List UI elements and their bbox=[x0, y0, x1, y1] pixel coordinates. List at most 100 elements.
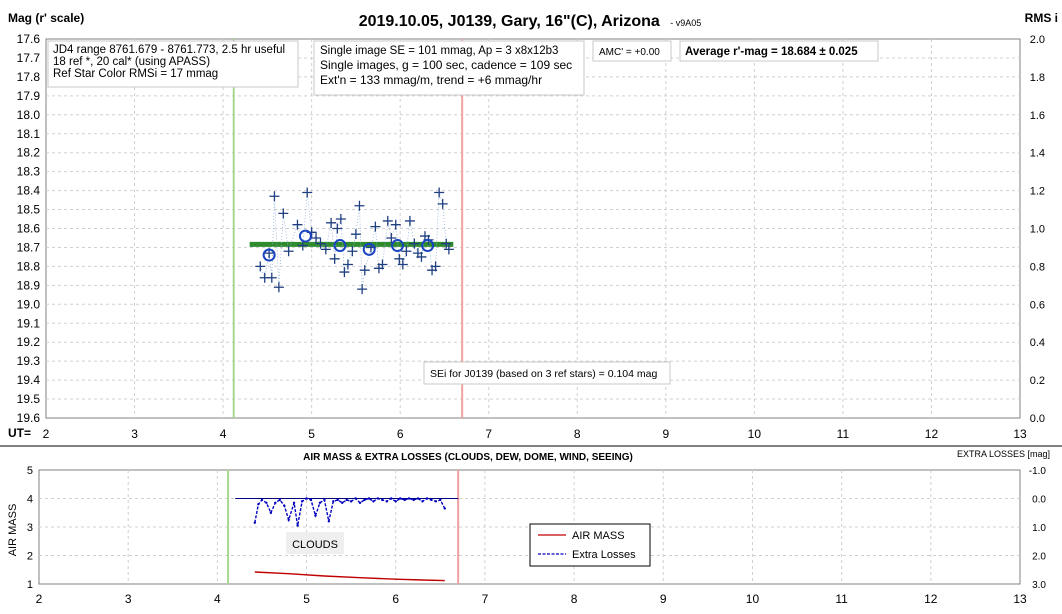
y-tick-label: 18.6 bbox=[17, 222, 41, 236]
y-tick-label: 18.1 bbox=[17, 127, 41, 141]
x-tick-label: 4 bbox=[214, 592, 221, 606]
air-mass-line bbox=[254, 571, 445, 582]
y2-tick-label: -1.0 bbox=[1029, 466, 1047, 477]
x-axis-label: UT= bbox=[8, 426, 31, 440]
single-image-point bbox=[329, 253, 340, 264]
extra-losses-point bbox=[265, 501, 268, 504]
y2-tick-label: 0.6 bbox=[1030, 299, 1045, 311]
info-line: Single image SE = 101 mmag, Ap = 3 x8x12… bbox=[320, 45, 558, 57]
y2-tick-label: 0.0 bbox=[1030, 413, 1045, 425]
single-image-point bbox=[335, 214, 346, 225]
extra-losses-point bbox=[296, 524, 299, 527]
y-tick-label: 18.0 bbox=[17, 108, 41, 122]
air-mass-chart-title: AIR MASS & EXTRA LOSSES (CLOUDS, DEW, DO… bbox=[303, 452, 633, 463]
extra-losses-point bbox=[390, 497, 393, 500]
x-tick-label: 12 bbox=[925, 427, 939, 441]
group-average-point bbox=[391, 239, 405, 253]
y-tick-label: 17.6 bbox=[17, 32, 41, 46]
extra-losses-point bbox=[372, 500, 375, 503]
sei-frame bbox=[423, 361, 671, 385]
single-image-point bbox=[292, 219, 303, 230]
y-tick-label: 19.4 bbox=[17, 373, 41, 387]
x-tick-label: 3 bbox=[131, 427, 138, 441]
y-tick-label: 19.2 bbox=[17, 335, 41, 349]
x-tick-label: 8 bbox=[574, 427, 581, 441]
single-image-point bbox=[397, 259, 408, 270]
average-frame bbox=[679, 40, 879, 62]
single-image-point bbox=[320, 244, 331, 255]
y-tick-label: 2 bbox=[27, 551, 33, 563]
y2-tick-label: 0.0 bbox=[1032, 495, 1046, 506]
y-tick-label: 17.8 bbox=[17, 70, 41, 84]
y2-tick-label: 1.0 bbox=[1030, 224, 1045, 236]
extra-losses-point bbox=[305, 497, 308, 500]
extra-losses-axis-label: EXTRA LOSSES [mag] bbox=[957, 449, 1050, 459]
y-tick-label: 18.9 bbox=[17, 278, 41, 292]
info-box-images: Single image SE = 101 mmag, Ap = 3 x8x12… bbox=[313, 40, 585, 96]
y-tick-label: 17.7 bbox=[17, 51, 41, 65]
group-average-point bbox=[421, 239, 435, 253]
info-line: Ext'n = 133 mmag/m, trend = +6 mmag/hr bbox=[320, 73, 542, 87]
single-image-point bbox=[357, 284, 368, 295]
y2-axis-label: RMS i bbox=[1025, 11, 1058, 25]
single-image-point bbox=[255, 261, 266, 272]
y2-tick-label: 1.6 bbox=[1030, 110, 1045, 122]
legend: AIR MASS Extra Losses bbox=[529, 523, 651, 567]
single-image-point bbox=[350, 229, 361, 240]
y-axis-label: Mag (r' scale) bbox=[8, 11, 84, 25]
extra-losses-point bbox=[376, 497, 380, 500]
y-tick-label: 18.3 bbox=[17, 165, 41, 179]
extra-losses-point bbox=[332, 500, 335, 503]
extra-losses-point bbox=[358, 501, 362, 504]
y-tick-label: 4 bbox=[27, 494, 33, 506]
info-line: 18 ref *, 20 cal* (using APASS) bbox=[53, 56, 210, 68]
single-image-point bbox=[269, 191, 280, 202]
x-tick-label: 11 bbox=[835, 592, 848, 606]
single-image-point bbox=[437, 198, 448, 209]
extra-losses-point bbox=[257, 503, 260, 506]
y2-tick-label: 3.0 bbox=[1032, 580, 1046, 591]
extra-losses-point bbox=[269, 511, 273, 514]
x-tick-label: 2 bbox=[36, 592, 43, 606]
x-tick-label: 2 bbox=[43, 427, 50, 441]
x-tick-label: 13 bbox=[1013, 427, 1027, 441]
info-box-frame bbox=[313, 40, 585, 96]
x-tick-label: 11 bbox=[837, 427, 850, 441]
y2-tick-label: 2.0 bbox=[1032, 552, 1046, 563]
extra-losses-point bbox=[421, 500, 424, 503]
group-average-point bbox=[333, 239, 347, 253]
extra-losses-point bbox=[283, 504, 286, 507]
extra-losses-point bbox=[300, 500, 304, 503]
extra-losses-point bbox=[381, 498, 384, 502]
single-image-point bbox=[370, 221, 381, 232]
x-tick-label: 13 bbox=[1013, 592, 1027, 606]
group-average-point bbox=[298, 229, 312, 243]
extra-losses-point bbox=[403, 498, 406, 502]
y2-tick-label: 1.8 bbox=[1030, 72, 1045, 84]
single-image-point bbox=[347, 246, 358, 257]
info-line: JD4 range 8761.679 - 8761.773, 2.5 hr us… bbox=[53, 44, 285, 56]
x-tick-label: 5 bbox=[303, 592, 310, 606]
x-tick-label: 6 bbox=[392, 592, 399, 606]
extra-losses-point bbox=[336, 498, 339, 502]
single-image-point bbox=[416, 251, 427, 262]
extra-losses-point bbox=[274, 501, 277, 504]
single-image-point bbox=[434, 187, 445, 198]
extra-losses-point bbox=[385, 500, 389, 503]
info-box-frame bbox=[47, 40, 299, 88]
single-image-point bbox=[377, 259, 388, 270]
x-tick-label: 3 bbox=[125, 592, 132, 606]
y-tick-label: 19.0 bbox=[17, 297, 41, 311]
extra-losses-point bbox=[394, 500, 397, 503]
single-image-point bbox=[382, 215, 393, 226]
amc-label: AMC' = +0.00 bbox=[599, 47, 660, 58]
amc-frame bbox=[592, 40, 672, 62]
extra-losses-point bbox=[314, 514, 317, 517]
single-image-point bbox=[386, 232, 397, 243]
y-tick-label: 18.8 bbox=[17, 259, 41, 273]
group-average-point bbox=[262, 248, 276, 262]
y-tick-label: 19.3 bbox=[17, 354, 41, 368]
extra-losses-point bbox=[349, 500, 353, 503]
y-tick-label: 18.4 bbox=[17, 184, 41, 198]
